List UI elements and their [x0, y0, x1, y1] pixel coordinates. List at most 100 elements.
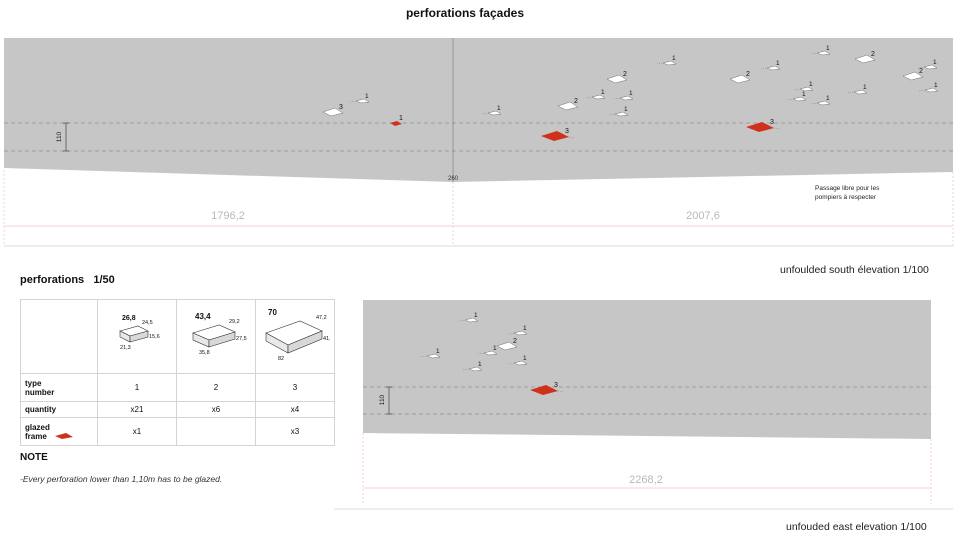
perforation-label: 2 — [746, 71, 750, 78]
type-dimension-label: 35,8 — [199, 350, 210, 356]
perforation-label: 2 — [919, 68, 923, 75]
perforation-label: 1 — [629, 90, 633, 97]
perforation-white: 2 — [902, 68, 924, 81]
south-wall — [4, 38, 953, 182]
perforation-small: 1 — [507, 355, 528, 366]
perforation-label: 1 — [809, 81, 813, 88]
perforation-small: 1 — [613, 90, 634, 101]
dimension-left: 1796,2 — [211, 210, 245, 222]
perforation-white: 2 — [557, 98, 579, 111]
perforations-scale: 1/50 — [93, 274, 115, 286]
type-dimension-label: 70 — [268, 308, 277, 317]
perforation-small: 1 — [420, 348, 441, 359]
east-dimension: 2268,2 — [629, 474, 663, 486]
perforation-label: 1 — [497, 105, 501, 112]
perforation-label: 2 — [871, 51, 875, 58]
perforation-label: 1 — [776, 60, 780, 67]
type-1-drawing: 26,8 24,5 21,3 15,6 — [97, 299, 177, 374]
perforation-label: 2 — [513, 338, 517, 345]
perforation-small: 1 — [458, 312, 479, 323]
perforation-white: 3 — [322, 104, 344, 117]
perforation-white: 2 — [854, 51, 876, 64]
perforation-label: 1 — [523, 355, 527, 362]
perforation-small: 1 — [656, 55, 677, 66]
perforation-small: 1 — [786, 91, 807, 102]
perforation-small: 1 — [349, 93, 370, 104]
page-title: perforations façades — [405, 6, 525, 20]
type-dimension-label: 21,3 — [120, 345, 131, 351]
type-dimension-label: 29,2 — [229, 319, 240, 325]
type-dimension-label: 47,2 — [316, 315, 327, 321]
perforation-label: 1 — [624, 106, 628, 113]
perforation-small: 1 — [585, 89, 606, 100]
perforation-small: 1 — [810, 95, 831, 106]
perforation-label: 1 — [802, 91, 806, 98]
height-label: 110 — [56, 131, 63, 142]
type-dimension-label: 15,6 — [149, 334, 160, 340]
perforation-label: 3 — [770, 119, 774, 126]
perforation-label: 1 — [478, 361, 482, 368]
perforation-label: 1 — [933, 59, 937, 66]
fire-access-note-line2: pompiers à respecter — [815, 194, 877, 201]
perforation-small: 1 — [507, 325, 528, 336]
perforation-label: 1 — [399, 115, 403, 122]
perforation-label: 1 — [826, 45, 830, 52]
type-2-drawing: 43,4 29,2 35,8 27,5 — [176, 299, 256, 374]
perforation-small: 1 — [810, 45, 831, 56]
east-caption: unfouded east elevation 1/100 — [786, 521, 927, 533]
perforation-label: 2 — [623, 71, 627, 78]
perforation-white: 2 — [729, 71, 751, 84]
glazed-swatch-icon — [55, 433, 74, 440]
east-height-label: 110 — [379, 394, 386, 405]
table-row: type number 1 2 3 — [20, 373, 335, 402]
type-dimension-label: 41,7 — [323, 336, 330, 342]
perforation-red: 3 — [530, 382, 565, 395]
perforation-small: 1 — [793, 81, 814, 92]
type-dimension-label: 26,8 — [122, 315, 136, 322]
perforation-label: 1 — [493, 345, 497, 352]
perforation-small: 1 — [477, 345, 498, 356]
perforation-red-small: 1 — [390, 115, 403, 126]
type-dimension-label: 82 — [278, 356, 284, 362]
perforation-label: 1 — [672, 55, 676, 62]
perforations-heading: perforations 1/50 — [20, 274, 115, 286]
perforation-label: 3 — [565, 128, 569, 135]
perforation-label: 1 — [436, 348, 440, 355]
south-elevation: 110 260 Passage libre pour les pompiers … — [3, 38, 954, 247]
fire-access-note-line1: Passage libre pour les — [815, 185, 880, 192]
perforation-small: 1 — [760, 60, 781, 71]
perforation-small: 1 — [918, 82, 939, 93]
perforations-table: 26,8 24,5 21,3 15,6 43,4 29,2 35,8 27,5 70 47,2… — [20, 299, 335, 446]
type-3-drawing: 70 47,2 82 41,7 — [255, 299, 335, 374]
east-wall — [363, 300, 931, 439]
type-dimension-label: 43,4 — [195, 312, 211, 321]
perforation-label: 1 — [365, 93, 369, 100]
note-heading: NOTE — [20, 452, 48, 463]
perforation-label: 3 — [554, 382, 558, 389]
perforation-small: 1 — [608, 106, 629, 117]
perforation-label: 1 — [934, 82, 938, 89]
fold-label: 260 — [448, 176, 459, 182]
perforation-label: 1 — [826, 95, 830, 102]
perforation-label: 1 — [523, 325, 527, 332]
perforation-red: 3 — [746, 119, 781, 132]
perforation-red: 3 — [541, 128, 576, 141]
perforation-label: 3 — [339, 104, 343, 111]
perforation-label: 1 — [863, 84, 867, 91]
perforation-label: 2 — [574, 98, 578, 105]
south-caption: unfoulded south élevation 1/100 — [780, 264, 929, 276]
perforation-small: 1 — [481, 105, 502, 116]
type-dimension-label: 27,5 — [236, 336, 247, 342]
perforation-small: 1 — [847, 84, 868, 95]
dimension-right: 2007,6 — [686, 210, 720, 222]
note-text: -Every perforation lower than 1,10m has … — [20, 474, 223, 484]
perforation-white: 2 — [606, 71, 628, 84]
perforation-small: 1 — [462, 361, 483, 372]
type-dimension-label: 24,5 — [142, 320, 153, 326]
perforation-small: 1 — [917, 59, 938, 70]
perforation-white: 2 — [496, 338, 518, 351]
table-row: glazed frame x1 x3 — [20, 417, 335, 446]
